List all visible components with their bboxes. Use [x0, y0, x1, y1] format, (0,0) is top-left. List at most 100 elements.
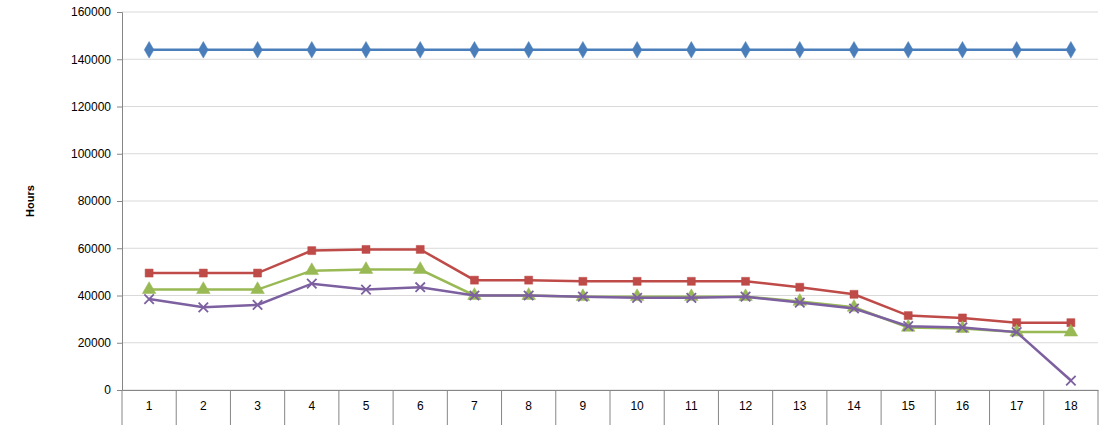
x-separator — [176, 390, 177, 425]
x-tick-label: 14 — [847, 399, 861, 413]
y-tick: 100000 — [71, 147, 122, 161]
x-separator — [664, 390, 665, 425]
x-separator — [393, 390, 394, 425]
series-marker — [199, 41, 209, 58]
series-line — [149, 284, 1071, 381]
x-tick-label: 9 — [580, 399, 587, 413]
x-axis-separators — [122, 390, 1098, 425]
plot: 0200004000060000800001000001200001400001… — [71, 5, 1099, 425]
x-tick-label: 2 — [200, 399, 207, 413]
y-tick-mark — [117, 248, 122, 249]
x-separator — [555, 390, 556, 425]
series — [144, 279, 1075, 385]
x-tick-label: 12 — [739, 399, 753, 413]
series-marker — [1012, 327, 1021, 336]
series-marker — [1064, 324, 1078, 336]
x-tick-label: 6 — [417, 399, 424, 413]
x-tick: 11 — [685, 390, 698, 413]
x-tick-label: 16 — [956, 399, 970, 413]
series-marker — [687, 277, 695, 285]
x-tick-label: 18 — [1064, 399, 1078, 413]
series-marker — [739, 289, 753, 301]
series-marker — [470, 276, 478, 284]
x-separator — [935, 390, 936, 425]
x-tick-label: 7 — [471, 399, 478, 413]
chart: 0200004000060000800001000001200001400001… — [0, 0, 1115, 425]
y-tick-label: 0 — [104, 383, 111, 397]
series-marker — [1010, 324, 1024, 336]
series-marker — [849, 41, 859, 58]
x-tick: 9 — [580, 390, 587, 413]
y-tick-label: 20000 — [78, 336, 112, 350]
x-separator — [284, 390, 285, 425]
y-tick: 140000 — [71, 53, 122, 67]
series-marker — [687, 293, 696, 302]
series-marker — [958, 41, 968, 58]
series-marker — [903, 41, 913, 58]
y-tick-mark — [117, 390, 122, 391]
series-marker — [142, 282, 156, 294]
y-tick: 160000 — [71, 5, 122, 19]
x-tick-label: 13 — [793, 399, 807, 413]
x-separator — [338, 390, 339, 425]
x-tick: 3 — [254, 390, 261, 413]
grid-line — [122, 201, 1098, 202]
grid — [122, 12, 1098, 390]
x-tick: 2 — [200, 390, 207, 413]
x-tick-label: 8 — [525, 399, 532, 413]
y-tick-mark — [117, 201, 122, 202]
grid-line — [122, 153, 1098, 154]
y-tick-label: 100000 — [71, 147, 111, 161]
x-tick: 13 — [793, 390, 807, 413]
x-tick: 18 — [1064, 390, 1078, 413]
x-separator — [447, 390, 448, 425]
series — [144, 41, 1075, 58]
y-tick-mark — [117, 59, 122, 60]
x-separator — [989, 390, 990, 425]
series-marker — [522, 288, 536, 300]
grid-line — [122, 106, 1098, 107]
series-line — [149, 249, 1071, 322]
series-marker — [416, 245, 424, 253]
series-line — [149, 270, 1071, 333]
series-layer — [142, 41, 1077, 385]
series-marker — [903, 321, 912, 330]
x-separator — [718, 390, 719, 425]
y-tick-label: 40000 — [78, 289, 112, 303]
x-tick: 8 — [525, 390, 532, 413]
y-tick-mark — [117, 12, 122, 13]
x-tick-label: 4 — [308, 399, 315, 413]
x-separator — [881, 390, 882, 425]
y-tick: 20000 — [78, 336, 122, 350]
series-marker — [904, 312, 912, 320]
y-tick-mark — [117, 154, 122, 155]
series-marker — [524, 41, 534, 58]
y-tick-label: 60000 — [78, 242, 112, 256]
series-marker — [633, 277, 641, 285]
series-marker — [253, 300, 262, 309]
x-tick: 12 — [739, 390, 753, 413]
x-tick: 15 — [902, 390, 916, 413]
grid-line — [122, 59, 1098, 60]
x-separator — [1098, 390, 1099, 425]
series-marker — [850, 290, 858, 298]
series-marker — [359, 262, 373, 274]
series-marker — [795, 298, 804, 307]
x-separator — [1043, 390, 1044, 425]
series-marker — [470, 291, 479, 300]
series-marker — [415, 283, 424, 292]
series-marker — [253, 41, 263, 58]
x-separator — [230, 390, 231, 425]
x-tick-label: 11 — [685, 399, 698, 413]
y-tick: 80000 — [78, 194, 122, 208]
grid-line — [122, 342, 1098, 343]
y-tick-mark — [117, 296, 122, 297]
series-marker — [254, 269, 262, 277]
series-marker — [795, 41, 805, 58]
series-marker — [525, 276, 533, 284]
y-tick: 60000 — [78, 242, 122, 256]
y-tick: 0 — [104, 383, 122, 397]
y-axis-line — [117, 13, 123, 391]
series-marker — [849, 304, 858, 313]
y-tick: 40000 — [78, 289, 122, 303]
